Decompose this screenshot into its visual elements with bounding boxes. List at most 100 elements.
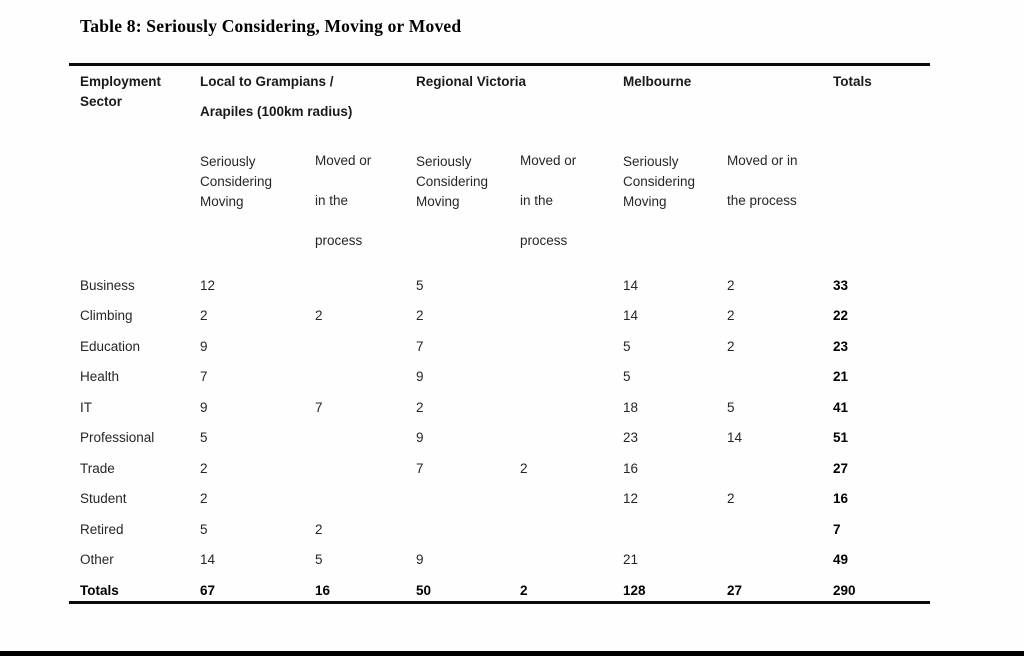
sector-label: Education <box>80 338 141 354</box>
cell-regional-seriously-considering: 2 <box>416 399 424 415</box>
sector-label: Health <box>80 369 120 384</box>
cell-local-moved <box>315 364 416 395</box>
cell-melbourne-seriously-considering: 5 <box>623 338 631 354</box>
col-header-regional-victoria: Regional Victoria <box>416 65 623 152</box>
subheader-melbourne-moved-label: Moved or in the process <box>727 152 798 208</box>
cell-melbourne-moved: 14 <box>727 430 743 445</box>
cell-local-seriously-considering: 2 <box>200 308 208 323</box>
table-row: Other 14 5 9 21 49 <box>69 547 930 578</box>
cell-total: 49 <box>833 552 849 567</box>
cell-melbourne-seriously-considering: 14 <box>623 277 639 293</box>
cell-regional-seriously-considering: 2 <box>416 308 424 323</box>
empty-cell <box>833 152 930 273</box>
cell-local-moved <box>315 334 416 365</box>
cell-total: 41 <box>833 399 849 415</box>
cell-melbourne-seriously-considering: 5 <box>623 369 631 384</box>
table-row: Trade 2 7 2 16 27 <box>69 456 930 487</box>
page-bottom-edge-bar <box>0 651 1024 656</box>
cell-melbourne-seriously-considering: 18 <box>623 399 639 415</box>
cell-melbourne-moved: 2 <box>727 338 735 354</box>
totals-row: Totals 67 16 50 2 128 27 290 <box>69 578 930 603</box>
cell-local-moved <box>315 456 416 487</box>
cell-total: 27 <box>833 460 849 476</box>
cell-local-moved: 5 <box>315 552 323 567</box>
col-header-local-grampians: Local to Grampians / Arapiles (100km rad… <box>200 65 416 152</box>
cell-regional-seriously-considering: 9 <box>416 369 424 384</box>
cell-local-seriously-considering: 5 <box>200 430 208 445</box>
col-header-melbourne: Melbourne <box>623 65 833 152</box>
cell-regional-moved <box>520 364 623 395</box>
cell-melbourne-seriously-considering: 128 <box>623 582 646 598</box>
cell-local-seriously-considering: 2 <box>200 491 208 506</box>
cell-regional-moved <box>520 334 623 365</box>
cell-melbourne-moved: 27 <box>727 582 743 598</box>
cell-local-seriously-considering: 9 <box>200 399 208 415</box>
cell-melbourne-moved: 2 <box>727 308 735 323</box>
table-row: Business 12 5 14 2 33 <box>69 273 930 304</box>
cell-total: 22 <box>833 308 849 323</box>
sector-label: Retired <box>80 521 124 537</box>
table-row: IT 9 7 2 18 5 41 <box>69 395 930 426</box>
subheader-melbourne-moved: Moved or in the process <box>727 152 833 273</box>
cell-regional-seriously-considering <box>416 517 520 548</box>
table-row: Retired 5 2 7 <box>69 517 930 548</box>
cell-local-moved: 16 <box>315 582 331 598</box>
cell-regional-moved <box>520 273 623 304</box>
cell-regional-moved <box>520 486 623 517</box>
group-header-row: Employment Sector Local to Grampians / A… <box>69 65 930 152</box>
cell-regional-seriously-considering: 7 <box>416 460 424 476</box>
cell-local-seriously-considering: 5 <box>200 521 208 537</box>
cell-regional-moved <box>520 547 623 578</box>
cell-total: 16 <box>833 491 849 506</box>
cell-total: 290 <box>833 582 856 598</box>
cell-total: 21 <box>833 369 849 384</box>
subheader-local-seriously-considering: Seriously Considering Moving <box>200 152 315 273</box>
sector-label: IT <box>80 399 92 415</box>
cell-melbourne-seriously-considering: 21 <box>623 552 639 567</box>
sub-header-row: Seriously Considering Moving Moved or in… <box>69 152 930 273</box>
table-row: Climbing 2 2 2 14 2 22 <box>69 303 930 334</box>
col-header-totals: Totals <box>833 65 930 152</box>
cell-regional-seriously-considering: 7 <box>416 338 424 354</box>
cell-local-moved <box>315 273 416 304</box>
cell-melbourne-moved <box>727 517 833 548</box>
cell-regional-seriously-considering: 5 <box>416 277 424 293</box>
cell-local-seriously-considering: 9 <box>200 338 208 354</box>
table-caption: Table 8: Seriously Considering, Moving o… <box>80 16 462 36</box>
cell-total: 7 <box>833 521 841 537</box>
subheader-local-seriously-considering-label: Seriously Considering Moving <box>200 153 273 209</box>
cell-local-seriously-considering: 7 <box>200 369 208 384</box>
cell-regional-seriously-considering <box>416 486 520 517</box>
col-header-local-grampians-label: Local to Grampians / Arapiles (100km rad… <box>200 74 353 119</box>
cell-melbourne-seriously-considering: 14 <box>623 308 639 323</box>
cell-regional-moved <box>520 425 623 456</box>
col-header-employment-sector: Employment Sector <box>69 65 200 152</box>
cell-melbourne-seriously-considering: 16 <box>623 460 639 476</box>
sector-label: Business <box>80 277 135 293</box>
table-row: Education 9 7 5 2 23 <box>69 334 930 365</box>
cell-melbourne-seriously-considering: 23 <box>623 430 639 445</box>
cell-local-moved <box>315 486 416 517</box>
cell-melbourne-seriously-considering: 12 <box>623 491 639 506</box>
cell-regional-seriously-considering: 9 <box>416 552 424 567</box>
table-row: Student 2 12 2 16 <box>69 486 930 517</box>
sector-label: Student <box>80 491 127 506</box>
cell-local-seriously-considering: 67 <box>200 582 216 598</box>
sector-label: Trade <box>80 460 115 476</box>
cell-melbourne-moved <box>727 456 833 487</box>
cell-melbourne-seriously-considering <box>623 517 727 548</box>
cell-melbourne-moved: 2 <box>727 277 735 293</box>
cell-regional-seriously-considering: 50 <box>416 582 432 598</box>
cell-regional-moved <box>520 517 623 548</box>
cell-melbourne-moved: 5 <box>727 399 735 415</box>
sector-label: Other <box>80 552 114 567</box>
col-header-totals-label: Totals <box>833 74 872 89</box>
cell-local-moved: 2 <box>315 521 323 537</box>
subheader-local-moved: Moved or in the process <box>315 152 416 273</box>
sector-label: Professional <box>80 430 155 445</box>
col-header-regional-victoria-label: Regional Victoria <box>416 74 527 89</box>
subheader-regional-moved: Moved or in the process <box>520 152 623 273</box>
sector-label: Totals <box>80 582 119 598</box>
cell-melbourne-moved: 2 <box>727 491 735 506</box>
